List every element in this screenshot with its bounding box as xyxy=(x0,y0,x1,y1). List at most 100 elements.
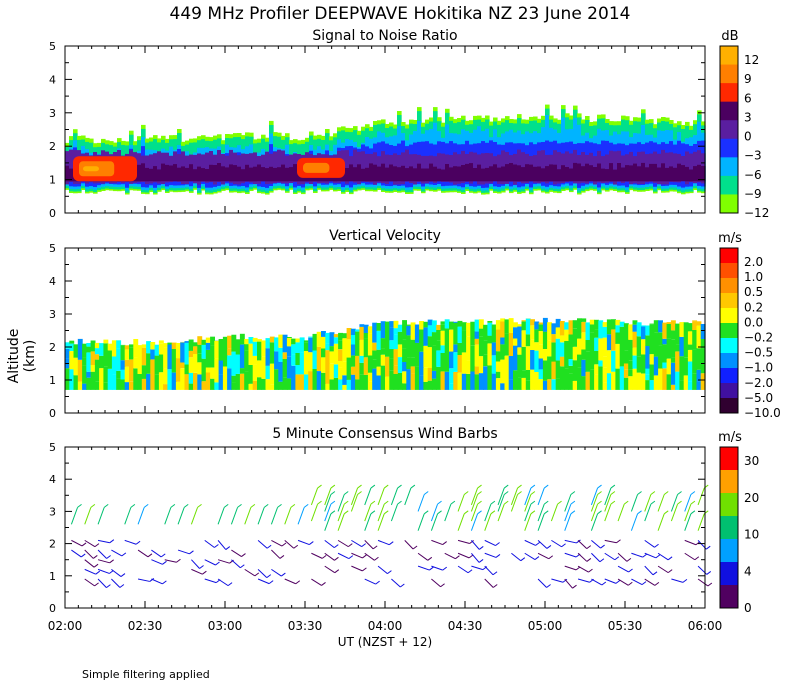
vv-cell xyxy=(542,317,548,332)
vv-cell xyxy=(623,377,629,390)
snr-cell xyxy=(621,167,626,182)
wind-barb xyxy=(204,578,217,584)
wind-barb xyxy=(377,487,385,506)
wind-barb-flag xyxy=(357,491,362,495)
vv-cell xyxy=(180,368,186,390)
vv-cell xyxy=(316,371,322,390)
vv-cell xyxy=(564,341,570,354)
vv-cell xyxy=(423,367,429,382)
vv-cell xyxy=(658,332,663,346)
wind-barb xyxy=(404,487,412,506)
wind-barb xyxy=(524,494,532,512)
vv-cell xyxy=(500,359,506,384)
wind-barb-flag xyxy=(279,555,285,559)
snr-cell xyxy=(429,163,434,182)
vv-cell xyxy=(312,333,318,351)
snr-cell xyxy=(525,164,530,182)
vv-cell xyxy=(116,340,122,349)
vv-cell xyxy=(393,349,399,366)
colorbar-label: 0.0 xyxy=(744,315,763,329)
colorbar-swatch xyxy=(720,194,738,214)
colorbar-label: −0.5 xyxy=(744,346,773,360)
wind-barb-flag xyxy=(530,491,536,495)
colorbar-swatch xyxy=(720,585,738,609)
wind-barb-flag xyxy=(295,580,301,585)
vv-cell xyxy=(171,342,177,349)
wind-barb-flag xyxy=(535,541,540,546)
vv-cell xyxy=(350,366,356,375)
wind-barb-flag xyxy=(250,503,256,508)
vv-cell xyxy=(611,350,616,372)
vv-cell xyxy=(82,357,87,366)
wind-barb xyxy=(217,578,229,587)
y-tick-label: 3 xyxy=(49,308,56,321)
wind-barb xyxy=(564,552,577,558)
wind-barb-flag xyxy=(572,584,577,589)
vv-cell xyxy=(427,380,433,390)
wind-barb-flag xyxy=(281,542,287,547)
snr-cell xyxy=(185,167,190,182)
vv-cell xyxy=(257,339,262,342)
wind-barb-flag xyxy=(495,542,500,546)
vv-cell xyxy=(239,368,245,374)
snr-cell xyxy=(497,167,502,182)
wind-barb xyxy=(644,539,655,548)
vv-cell xyxy=(184,364,190,375)
vv-cell xyxy=(495,320,501,330)
wind-barb-flag xyxy=(348,543,353,548)
vv-cell xyxy=(410,322,416,333)
vv-cell xyxy=(214,358,220,383)
wind-barb xyxy=(671,578,684,583)
vv-cell xyxy=(214,340,220,359)
wind-barb xyxy=(270,507,279,525)
vv-cell xyxy=(350,335,356,345)
wind-barb xyxy=(484,552,497,558)
wind-barb xyxy=(684,552,696,561)
wind-barb xyxy=(364,513,372,531)
vv-cell xyxy=(449,383,454,390)
snr-cell xyxy=(637,166,642,182)
snr-cell xyxy=(557,152,562,184)
colorbar-swatch xyxy=(720,263,738,279)
vv-cell xyxy=(380,365,386,390)
snr-cell xyxy=(149,168,154,182)
snr-blob-core xyxy=(303,162,330,173)
wind-barb xyxy=(84,507,92,525)
vv-cell xyxy=(632,347,638,356)
vv-cell xyxy=(572,380,578,390)
vv-cell xyxy=(94,359,100,382)
snr-cell xyxy=(461,165,466,182)
vv-cell xyxy=(389,340,395,350)
wind-barb-flag xyxy=(383,510,389,515)
snr-cell xyxy=(453,166,458,182)
wind-barb xyxy=(351,565,363,572)
snr-cell xyxy=(261,167,266,182)
snr-cell xyxy=(541,150,546,183)
wind-barb-flag xyxy=(477,500,482,505)
wind-barb xyxy=(470,503,479,522)
colorbar-swatch xyxy=(720,562,738,586)
wind-barb xyxy=(484,513,492,531)
vv-cell xyxy=(321,348,326,358)
snr-cell xyxy=(381,163,386,182)
wind-barb xyxy=(390,487,399,506)
vv-cell xyxy=(227,348,232,356)
wind-barb-flag xyxy=(637,510,642,515)
snr-cell xyxy=(541,168,546,182)
wind-barb-flag xyxy=(650,500,656,505)
wind-barb-flag xyxy=(503,484,509,489)
vv-cell xyxy=(235,354,241,374)
wind-barb xyxy=(617,552,628,562)
vv-cell xyxy=(197,336,203,345)
panel-title-vv: Vertical Velocity xyxy=(329,228,441,244)
vv-cell xyxy=(474,366,480,375)
vv-cell xyxy=(146,373,151,390)
vv-cell xyxy=(440,353,446,372)
vv-cell xyxy=(346,357,352,380)
vv-cell xyxy=(367,381,373,390)
wind-barb-flag xyxy=(290,503,296,508)
colorbar-swatch xyxy=(720,175,738,195)
vv-cell xyxy=(274,337,279,352)
colorbar-swatch xyxy=(720,138,738,158)
vv-cell xyxy=(645,380,651,390)
